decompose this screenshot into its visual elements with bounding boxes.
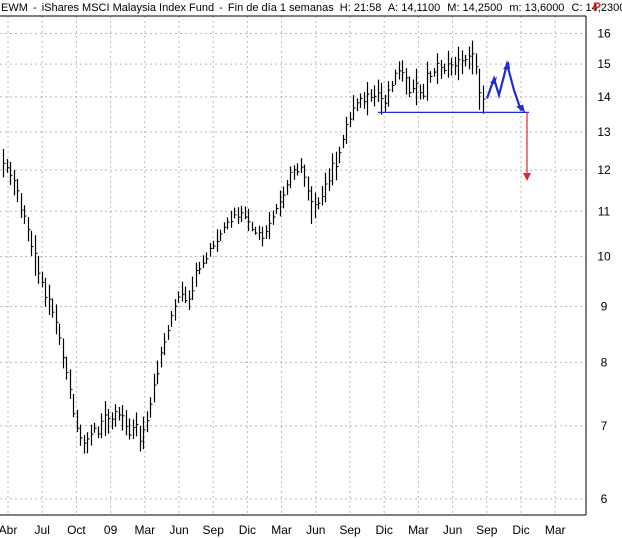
y-tick-label: 15 bbox=[597, 57, 611, 71]
pattern-arrowhead bbox=[516, 104, 525, 113]
p-marker[interactable]: P bbox=[593, 0, 601, 14]
header-description: iShares MSCI Malaysia Index Fund bbox=[42, 2, 214, 14]
x-tick-label: Mar bbox=[271, 523, 292, 537]
x-tick-label: Jun bbox=[443, 523, 462, 537]
x-tick-label: 09 bbox=[104, 523, 118, 537]
header-open: A: 14,1100 bbox=[388, 2, 440, 14]
header-separator: - bbox=[33, 2, 37, 14]
x-tick-label: Dic bbox=[376, 523, 393, 537]
y-tick-label: 12 bbox=[597, 163, 611, 177]
y-tick-label: 9 bbox=[601, 300, 608, 314]
y-tick-label: 6 bbox=[601, 492, 608, 506]
pattern-path bbox=[485, 59, 523, 111]
x-tick-label: Dic bbox=[512, 523, 529, 537]
x-tick-label: Sep bbox=[476, 523, 498, 537]
x-tick-label: Dic bbox=[239, 523, 256, 537]
price-series bbox=[2, 40, 486, 454]
x-tick-label: Jun bbox=[169, 523, 188, 537]
header-period: Fin de día 1 semanas bbox=[228, 2, 334, 14]
header-close: C: 14,2300 bbox=[572, 2, 622, 14]
y-tick-label: 7 bbox=[601, 419, 608, 433]
x-tick-label: Mar bbox=[408, 523, 429, 537]
x-tick-label: Oct bbox=[67, 523, 86, 537]
x-tick-label: Jun bbox=[306, 523, 325, 537]
header-symbol: EWM bbox=[1, 2, 28, 14]
y-tick-label: 11 bbox=[598, 204, 611, 218]
x-tick-label: Jul bbox=[35, 523, 50, 537]
x-tick-label: Mar bbox=[134, 523, 155, 537]
y-tick-label: 13 bbox=[597, 125, 611, 139]
y-tick-label: 14 bbox=[597, 90, 611, 104]
header-time: H: 21:58 bbox=[340, 2, 382, 14]
pattern-annotations bbox=[378, 59, 531, 181]
x-tick-label: Sep bbox=[203, 523, 225, 537]
projection-arrowhead bbox=[523, 172, 531, 181]
y-axis-labels: 6 7 8 9 10 11 12 13 14 15 16 bbox=[597, 26, 611, 505]
header-low: m: 13,6000 bbox=[509, 2, 564, 14]
y-tick-label: 8 bbox=[601, 355, 608, 369]
pattern-arrowhead bbox=[503, 61, 510, 70]
grid-layer bbox=[0, 16, 586, 515]
x-tick-label: Mar bbox=[545, 523, 566, 537]
y-tick-label: 10 bbox=[597, 250, 611, 264]
x-axis-labels: Abr Jul Oct 09 Mar Jun Sep Dic Mar Jun Sep Dic Mar Ju… bbox=[0, 523, 566, 537]
pattern-arrowhead bbox=[490, 76, 497, 85]
header-separator: - bbox=[219, 2, 223, 14]
x-tick-label: Abr bbox=[0, 523, 17, 537]
chart-header: EWM - iShares MSCI Malaysia Index Fund -… bbox=[1, 2, 622, 14]
y-tick-label: 16 bbox=[597, 26, 611, 40]
header-high: M: 14,2500 bbox=[447, 2, 502, 14]
x-tick-label: Sep bbox=[339, 523, 361, 537]
